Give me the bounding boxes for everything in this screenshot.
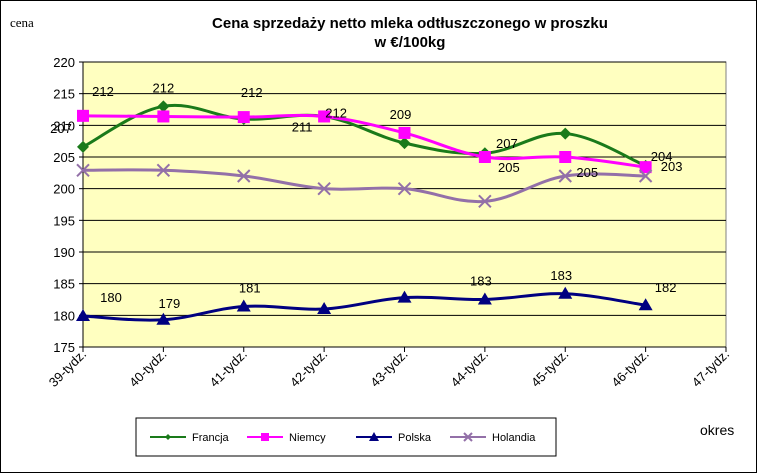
- data-label: 205: [498, 160, 520, 175]
- series-line: [82, 103, 647, 168]
- data-point-diamond: [559, 127, 572, 140]
- data-point-square: [559, 151, 572, 163]
- legend-marker: [165, 434, 171, 440]
- y-tick-label: 210: [53, 118, 75, 133]
- data-label: 212: [153, 80, 175, 95]
- y-tick-label: 205: [53, 150, 75, 165]
- legend-item-holandia: Holandia: [450, 432, 536, 444]
- data-labels: 207 212 211 207 204 212 212 212 209 205 205 203 180 1…: [50, 80, 682, 310]
- data-label: 183: [470, 274, 492, 289]
- data-point-triangle: [558, 286, 573, 299]
- data-point-triangle: [638, 298, 653, 311]
- data-label: 211: [292, 119, 313, 134]
- data-label: 203: [661, 159, 683, 174]
- data-point-x: [317, 181, 331, 196]
- y-tick-label: 175: [53, 340, 75, 355]
- x-tick-label: 43-tydz.: [367, 347, 410, 390]
- y-tick-label: 220: [53, 55, 75, 70]
- data-label: 205: [576, 165, 598, 180]
- data-point-triangle: [76, 308, 90, 321]
- x-tick-label: 46-tydz.: [608, 347, 651, 390]
- x-tick-label: 47-tydz.: [689, 347, 732, 390]
- series-line: [82, 292, 646, 322]
- y-tick-label: 180: [53, 308, 75, 323]
- y-tick-label: 185: [53, 277, 75, 292]
- legend-item-niemcy: Niemcy: [247, 432, 326, 444]
- y-tick-label: 195: [53, 213, 75, 228]
- data-point-triangle: [236, 299, 251, 312]
- chart-subtitle: w €/100kg: [374, 34, 446, 51]
- legend-item-francja: Francja: [150, 432, 230, 444]
- legend-label: Polska: [398, 432, 432, 444]
- data-point-x: [237, 169, 251, 183]
- data-point-square: [237, 111, 250, 124]
- legend-marker: [261, 433, 269, 441]
- data-label: 212: [241, 85, 263, 100]
- data-label: 179: [159, 296, 181, 311]
- data-point-square: [398, 126, 411, 139]
- data-label: 212: [325, 105, 347, 120]
- legend-label: Niemcy: [289, 432, 326, 444]
- data-label: 207: [496, 136, 518, 151]
- data-label: 212: [92, 84, 114, 99]
- data-label: 183: [550, 268, 572, 283]
- data-point-x: [558, 169, 572, 183]
- data-point-x: [638, 169, 653, 183]
- y-tick-label: 200: [53, 182, 75, 197]
- series-polska: [76, 286, 653, 325]
- data-label: 180: [100, 290, 122, 305]
- data-label: 209: [390, 107, 412, 122]
- data-point-triangle: [156, 312, 171, 325]
- x-tick-label: 40-tydz.: [126, 347, 169, 390]
- data-point-x: [156, 163, 171, 178]
- data-point-x: [397, 181, 412, 196]
- data-point-square: [318, 110, 331, 123]
- data-point-square: [77, 109, 89, 122]
- data-point-x: [76, 163, 90, 178]
- x-tick-label: 45-tydz.: [528, 347, 571, 390]
- x-tick-label: 44-tydz.: [448, 347, 491, 390]
- data-point-triangle: [397, 290, 412, 303]
- data-point-triangle: [317, 302, 332, 314]
- x-axis-label: okres: [700, 422, 734, 438]
- data-label: 182: [655, 280, 677, 295]
- data-label: 204: [651, 149, 673, 164]
- data-point-diamond: [157, 100, 170, 113]
- x-tick-label: 41-tydz.: [207, 347, 250, 390]
- data-label: 181: [239, 280, 261, 295]
- legend-item-polska: Polska: [356, 432, 432, 444]
- data-point-x: [478, 194, 492, 209]
- legend-label: Francja: [192, 432, 230, 444]
- data-point-diamond: [398, 137, 411, 150]
- data-point-triangle: [477, 292, 492, 305]
- data-point-square: [639, 161, 652, 174]
- grid: [83, 61, 726, 316]
- series: [76, 100, 653, 325]
- data-point-square: [478, 151, 491, 163]
- legend: Francja Niemcy Polska Holandia: [135, 417, 557, 457]
- y-tick-label: 215: [53, 87, 75, 102]
- series-holandia: [76, 163, 653, 209]
- data-point-diamond: [77, 140, 89, 153]
- x-tick-label: 42-tydz.: [287, 347, 330, 390]
- y-tick-label: 190: [53, 245, 75, 260]
- legend-label: Holandia: [492, 432, 536, 444]
- y-axis-label: cena: [10, 15, 34, 30]
- series-line: [82, 168, 646, 204]
- chart-title: Cena sprzedaży netto mleka odtłuszczoneg…: [212, 15, 608, 32]
- data-label: 207: [50, 121, 72, 136]
- series-niemcy: [77, 109, 652, 174]
- legend-marker: [463, 432, 473, 442]
- legend-marker: [369, 432, 379, 441]
- data-point-square: [157, 110, 170, 123]
